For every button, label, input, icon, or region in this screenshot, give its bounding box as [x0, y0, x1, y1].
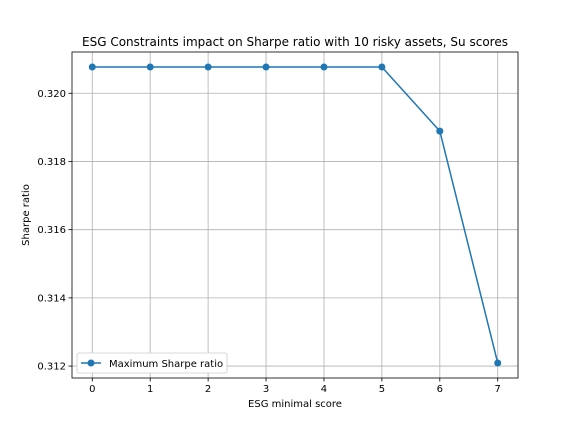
plot-frame [71, 51, 519, 379]
grid [72, 52, 518, 378]
x-tick-label: 7 [495, 384, 501, 395]
y-tick-label: 0.320 [37, 89, 66, 100]
x-tick-label: 5 [379, 384, 385, 395]
y-axis-label: Sharpe ratio [21, 184, 32, 246]
plot-area [72, 52, 518, 378]
x-tick-label: 2 [205, 384, 211, 395]
y-tick-label: 0.312 [37, 362, 66, 373]
y-tick-label: 0.316 [37, 225, 66, 236]
x-axis: 0 1 2 3 4 5 6 7 [89, 378, 501, 395]
legend: Maximum Sharpe ratio [76, 352, 228, 374]
y-axis: 0.312 0.314 0.316 0.318 0.320 [37, 89, 72, 373]
x-tick-label: 4 [321, 384, 327, 395]
data-point [204, 63, 212, 71]
y-tick-label: 0.318 [37, 157, 66, 168]
data-point [378, 63, 386, 71]
x-tick-label: 6 [437, 384, 443, 395]
data-point [88, 63, 96, 71]
data-point [262, 63, 270, 71]
x-tick-label: 1 [147, 384, 153, 395]
data-point [494, 359, 502, 367]
series-line [92, 66, 499, 364]
y-tick-label: 0.314 [37, 293, 66, 304]
series-layer [88, 63, 502, 367]
data-point [320, 63, 328, 71]
data-point [146, 63, 154, 71]
x-tick-label: 3 [263, 384, 269, 395]
x-axis-label: ESG minimal score [248, 399, 342, 410]
legend-marker [87, 359, 95, 367]
chart-title: ESG Constraints impact on Sharpe ratio w… [82, 35, 508, 49]
x-tick-label: 0 [89, 384, 95, 395]
legend-box [76, 352, 228, 374]
data-point [436, 127, 444, 135]
legend-label: Maximum Sharpe ratio [109, 359, 223, 370]
